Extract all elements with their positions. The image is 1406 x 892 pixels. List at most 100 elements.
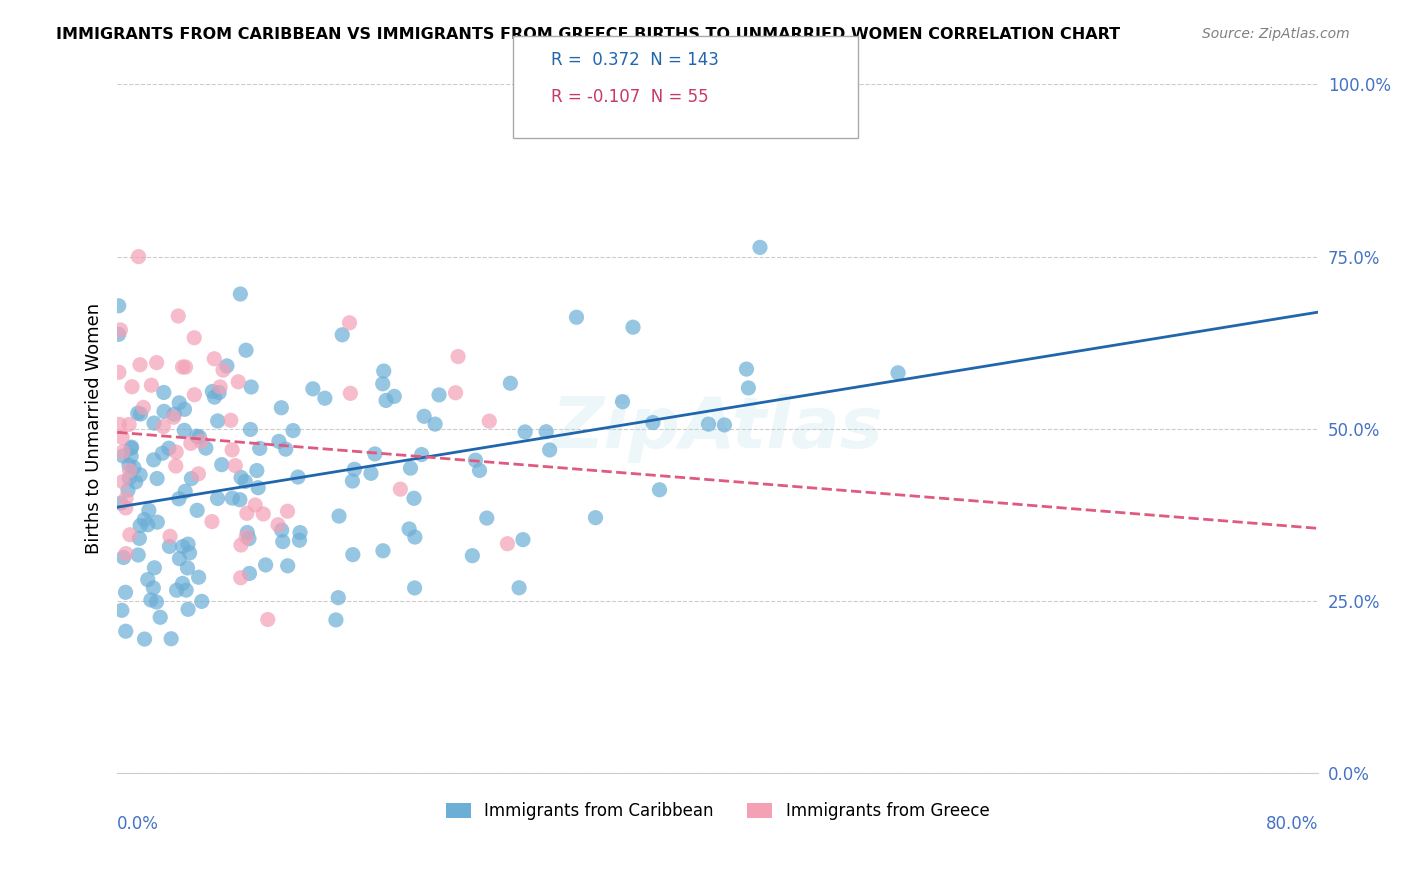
Y-axis label: Births to Unmarried Women: Births to Unmarried Women <box>86 303 103 554</box>
Point <box>110 496 132 510</box>
Point <box>238 532 260 546</box>
Point <box>167 309 190 323</box>
Point <box>267 517 290 532</box>
Point <box>423 417 446 431</box>
Point <box>139 593 162 607</box>
Point <box>111 475 134 489</box>
Point <box>129 467 152 482</box>
Point <box>270 523 292 537</box>
Point <box>174 484 197 499</box>
Point <box>190 594 212 608</box>
Point <box>226 375 249 389</box>
Point <box>138 503 160 517</box>
Point <box>749 240 772 254</box>
Point <box>373 364 395 378</box>
Point <box>404 530 426 544</box>
Point <box>114 624 136 639</box>
Point <box>398 522 420 536</box>
Point <box>496 537 519 551</box>
Point <box>585 510 607 524</box>
Point <box>169 551 191 566</box>
Point <box>538 442 561 457</box>
Point <box>143 561 166 575</box>
Point <box>142 581 165 595</box>
Point <box>174 359 197 374</box>
Point <box>129 358 152 372</box>
Point <box>737 381 759 395</box>
Point <box>122 460 145 475</box>
Point <box>127 406 149 420</box>
Point <box>172 576 194 591</box>
Point <box>288 533 311 548</box>
Point <box>475 511 498 525</box>
Point <box>121 440 143 454</box>
Text: 80.0%: 80.0% <box>1265 814 1319 832</box>
Point <box>513 425 536 439</box>
Point <box>238 566 260 581</box>
Text: Source: ZipAtlas.com: Source: ZipAtlas.com <box>1202 27 1350 41</box>
Point <box>247 481 270 495</box>
Point <box>249 442 271 456</box>
Point <box>274 442 297 457</box>
Point <box>330 327 353 342</box>
Point <box>343 462 366 476</box>
Point <box>162 410 184 425</box>
Point <box>128 250 150 264</box>
Point <box>183 388 205 402</box>
Point <box>114 500 136 515</box>
Point <box>118 458 141 473</box>
Point <box>134 512 156 526</box>
Point <box>159 540 181 554</box>
Point <box>146 515 169 529</box>
Point <box>108 365 131 379</box>
Point <box>114 585 136 599</box>
Point <box>163 407 186 421</box>
Point <box>202 351 225 366</box>
Point <box>229 538 252 552</box>
Point <box>149 610 172 624</box>
Point <box>221 491 243 505</box>
Point <box>172 359 194 374</box>
Point <box>648 483 671 497</box>
Point <box>342 474 364 488</box>
Point <box>224 458 246 473</box>
Point <box>360 467 382 481</box>
Point <box>115 491 138 506</box>
Point <box>118 417 141 432</box>
Point <box>302 382 325 396</box>
Point <box>508 581 530 595</box>
Point <box>172 540 194 554</box>
Point <box>121 380 143 394</box>
Point <box>201 515 224 529</box>
Point <box>215 359 238 373</box>
Point <box>187 467 209 481</box>
Point <box>165 445 187 459</box>
Point <box>145 356 167 370</box>
Point <box>281 424 304 438</box>
Point <box>132 401 155 415</box>
Point <box>342 548 364 562</box>
Point <box>735 362 758 376</box>
Point <box>180 472 202 486</box>
Point <box>118 471 141 485</box>
Point <box>129 518 152 533</box>
Point <box>177 537 200 551</box>
Point <box>112 550 135 565</box>
Point <box>201 384 224 399</box>
Point <box>325 613 347 627</box>
Point <box>159 529 181 543</box>
Point <box>120 450 142 464</box>
Point <box>375 393 398 408</box>
Point <box>612 394 634 409</box>
Point <box>186 503 208 517</box>
Point <box>153 404 176 418</box>
Point <box>328 509 350 524</box>
Point <box>173 423 195 437</box>
Point <box>371 376 394 391</box>
Point <box>887 366 910 380</box>
Point <box>136 573 159 587</box>
Point <box>239 422 262 436</box>
Point <box>565 310 588 325</box>
Point <box>136 517 159 532</box>
Point <box>129 407 152 421</box>
